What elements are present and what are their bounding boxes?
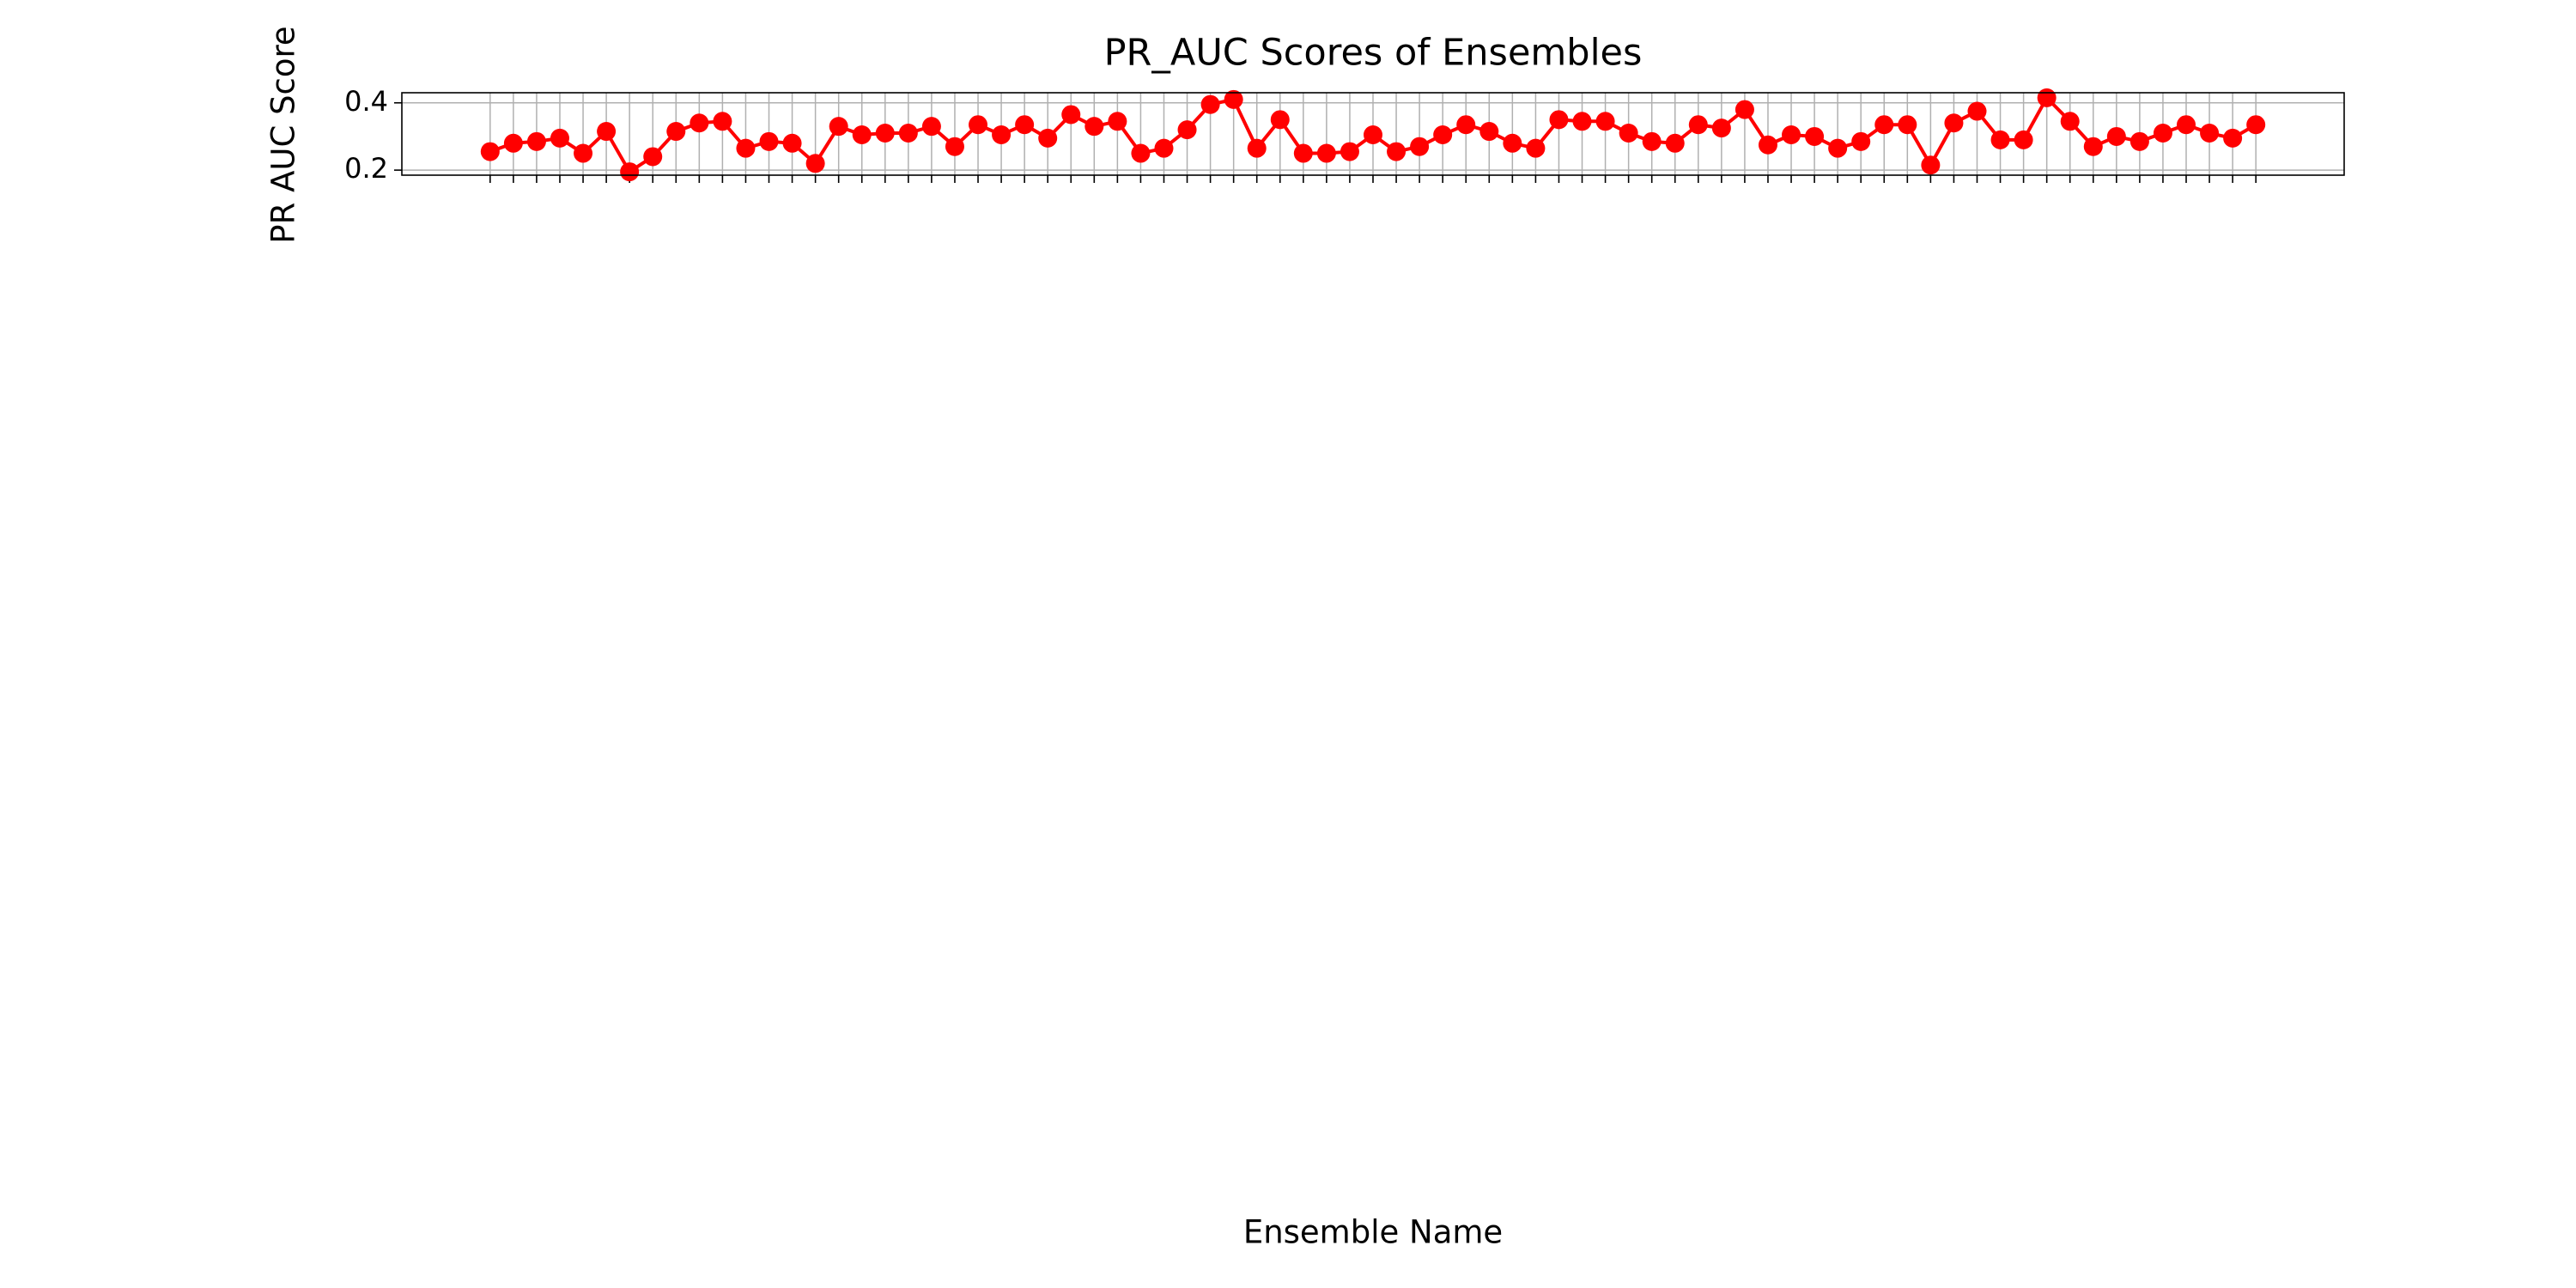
data-point (1224, 89, 1243, 109)
data-point (690, 113, 709, 133)
data-point (875, 124, 895, 143)
data-point (1898, 115, 1917, 135)
data-point (643, 147, 663, 167)
data-point (1131, 143, 1151, 163)
data-point (1015, 115, 1035, 135)
data-point (1456, 115, 1476, 135)
data-point (1851, 131, 1871, 151)
data-point (1944, 113, 1964, 133)
data-point (1990, 130, 2010, 149)
data-point (1479, 122, 1499, 142)
data-point (1828, 138, 1848, 158)
plot-frame (401, 92, 2345, 176)
data-point (2083, 137, 2103, 156)
data-point (805, 154, 825, 173)
data-point (969, 115, 988, 135)
chart-title: PR_AUC Scores of Ensembles (1104, 32, 1643, 75)
data-point (1084, 117, 1104, 137)
data-point (1619, 124, 1638, 143)
data-point (1316, 143, 1336, 163)
data-point (1595, 112, 1615, 131)
data-point (666, 122, 686, 142)
data-point (1364, 125, 1382, 144)
data-point (1735, 100, 1754, 119)
data-point (2177, 115, 2196, 135)
data-point (898, 124, 918, 143)
data-point (526, 131, 546, 151)
data-point (829, 117, 848, 137)
data-point (2129, 131, 2149, 151)
data-point (782, 133, 802, 153)
data-point (597, 122, 617, 142)
data-point (1410, 137, 1430, 156)
data-point (1247, 138, 1267, 158)
data-point (1758, 135, 1777, 155)
data-point (1200, 94, 1220, 114)
data-point (1874, 115, 1894, 135)
data-point (550, 128, 569, 148)
data-point (2223, 128, 2243, 148)
data-point (1340, 142, 1359, 161)
data-point (1433, 125, 1453, 144)
data-point (1549, 110, 1569, 130)
data-point (759, 131, 779, 151)
data-point (1782, 125, 1801, 144)
data-point (713, 112, 732, 131)
y-axis-label: PR AUC Score (265, 26, 302, 243)
data-point (480, 142, 500, 161)
data-point (1711, 118, 1731, 138)
data-point (1967, 101, 1987, 121)
data-point (2014, 130, 2033, 149)
data-point (1154, 138, 1174, 158)
data-point (1177, 120, 1197, 140)
data-point (1526, 138, 1546, 158)
data-point (921, 117, 941, 137)
data-point (1688, 115, 1708, 135)
data-point (945, 137, 964, 156)
data-point (2060, 112, 2080, 131)
data-point (1503, 133, 1522, 153)
data-point (1805, 126, 1825, 146)
y-tick-label: 0.4 (344, 85, 388, 118)
data-point (1270, 110, 1290, 130)
data-point (1665, 133, 1685, 153)
data-point (2106, 126, 2126, 146)
data-point (620, 162, 640, 182)
data-point (2200, 124, 2220, 143)
data-point (1387, 142, 1406, 161)
x-axis-label: Ensemble Name (1243, 1214, 1503, 1251)
data-point (2246, 115, 2266, 135)
data-point (1642, 131, 1662, 151)
data-point (1108, 112, 1127, 131)
y-tick-label: 0.2 (344, 152, 388, 185)
data-point (1061, 105, 1081, 125)
data-point (2037, 88, 2057, 107)
data-point (1293, 143, 1313, 163)
data-point (852, 125, 872, 144)
data-point (736, 138, 756, 158)
data-point (2153, 124, 2172, 143)
data-point (574, 143, 593, 163)
data-point (1038, 128, 1058, 148)
data-point (503, 133, 523, 153)
data-point (992, 125, 1012, 144)
data-point (1921, 155, 1941, 175)
data-point (1572, 112, 1592, 131)
